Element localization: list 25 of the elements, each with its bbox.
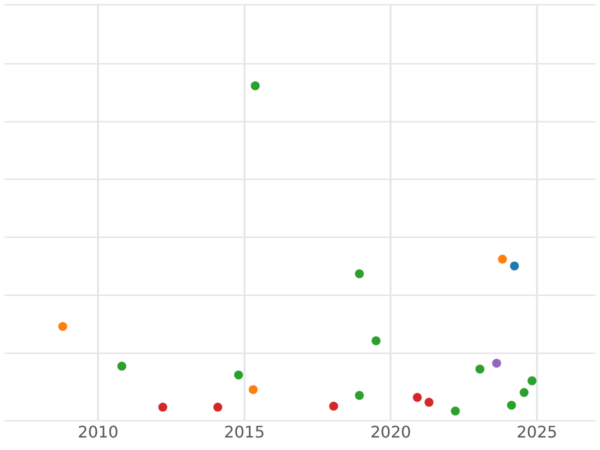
x-tick-label: 2015	[224, 422, 265, 442]
point	[412, 392, 422, 402]
point	[354, 390, 364, 400]
point	[234, 370, 244, 380]
point	[520, 388, 529, 398]
point	[450, 406, 460, 416]
point	[372, 336, 381, 346]
point	[158, 402, 168, 412]
point	[117, 362, 126, 371]
x-tick-label: 2010	[78, 422, 118, 442]
point	[250, 81, 260, 90]
point	[475, 364, 484, 374]
x-tick-label: 2025	[516, 422, 558, 442]
point	[492, 358, 502, 368]
point	[248, 385, 258, 394]
point	[507, 400, 516, 410]
point	[424, 398, 434, 407]
point	[510, 261, 519, 270]
x-tick-label: 2020	[370, 422, 412, 442]
point	[213, 402, 222, 412]
point	[354, 269, 364, 278]
point	[498, 254, 507, 264]
point	[528, 376, 537, 386]
point	[58, 322, 68, 331]
point	[329, 402, 338, 411]
